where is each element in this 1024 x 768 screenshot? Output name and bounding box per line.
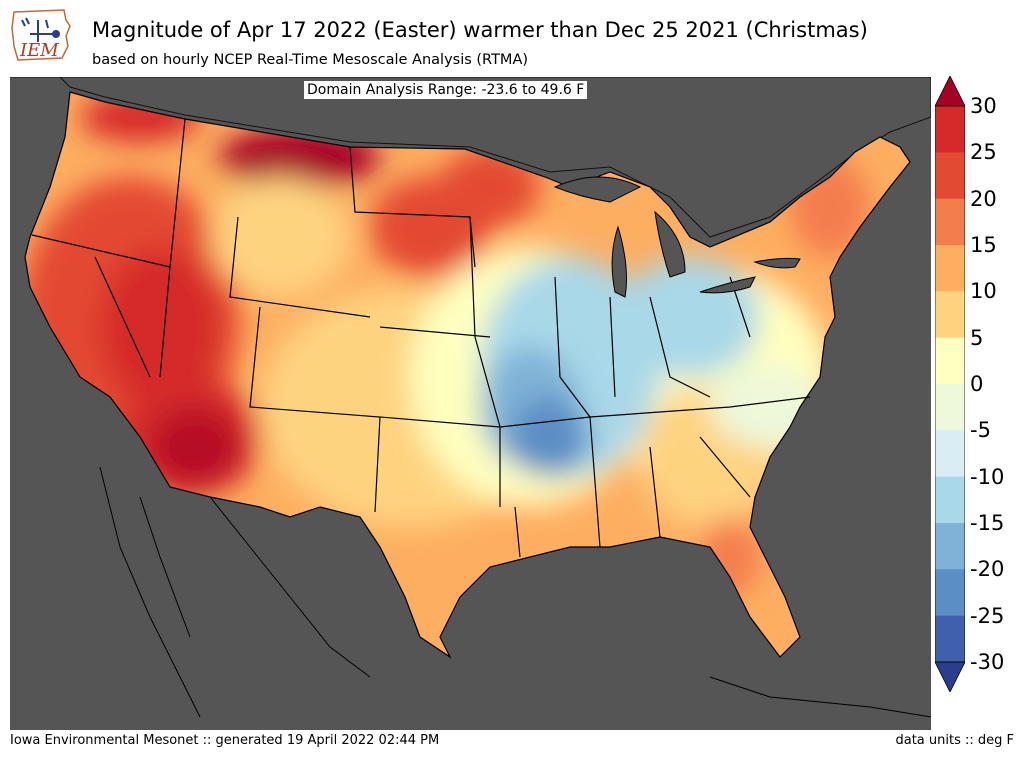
footer-credit: Iowa Environmental Mesonet :: generated … bbox=[10, 733, 440, 748]
colorbar-tick-label: -5 bbox=[970, 418, 991, 443]
state-borders bbox=[24, 91, 911, 659]
great-lakes bbox=[553, 176, 801, 298]
colorbar-tick-label: 10 bbox=[970, 279, 997, 304]
colorbar-segment bbox=[935, 106, 965, 153]
colorbar-tick-label: -10 bbox=[970, 464, 1005, 489]
colorbar-tick-label: -15 bbox=[970, 511, 1005, 535]
colorbar-segment bbox=[935, 615, 965, 663]
colorbar-segment bbox=[935, 476, 965, 524]
map-title: Magnitude of Apr 17 2022 (Easter) warmer… bbox=[92, 18, 868, 42]
mexico-outline bbox=[99, 466, 931, 718]
colorbar-tick-label: -30 bbox=[970, 650, 1005, 674]
colorbar bbox=[935, 76, 965, 692]
colorbar-segment bbox=[935, 245, 965, 292]
colorbar-segment bbox=[935, 430, 965, 478]
colorbar-max-arrow bbox=[935, 76, 965, 107]
domain-range-annotation: Domain Analysis Range: -23.6 to 49.6 F bbox=[304, 81, 588, 99]
colorbar-tick-label: 25 bbox=[970, 140, 997, 165]
colorbar-segment bbox=[935, 152, 965, 200]
colorbar-min-arrow bbox=[935, 661, 965, 692]
colorbar-tick-label: -25 bbox=[970, 603, 1005, 628]
colorbar-segment bbox=[935, 523, 965, 570]
colorbar-tick-label: 5 bbox=[970, 325, 984, 350]
footer-units: data units :: deg F bbox=[895, 733, 1014, 748]
temperature-difference-map bbox=[10, 77, 931, 730]
colorbar-segment bbox=[935, 569, 965, 617]
iem-logo: IEM bbox=[11, 9, 71, 61]
map-subtitle: based on hourly NCEP Real-Time Mesoscale… bbox=[92, 52, 529, 68]
logo-text: IEM bbox=[19, 40, 59, 61]
colorbar-tick-label: 20 bbox=[970, 186, 997, 211]
colorbar-segment bbox=[935, 384, 965, 431]
colorbar-segment bbox=[935, 337, 965, 385]
colorbar-segment bbox=[935, 291, 965, 339]
colorbar-tick-label: 30 bbox=[970, 94, 997, 118]
colorbar-tick-label: 0 bbox=[970, 372, 984, 396]
colorbar-tick-label: -20 bbox=[970, 557, 1005, 582]
colorbar-tick-label: 15 bbox=[970, 233, 997, 257]
colorbar-segment bbox=[935, 198, 965, 246]
